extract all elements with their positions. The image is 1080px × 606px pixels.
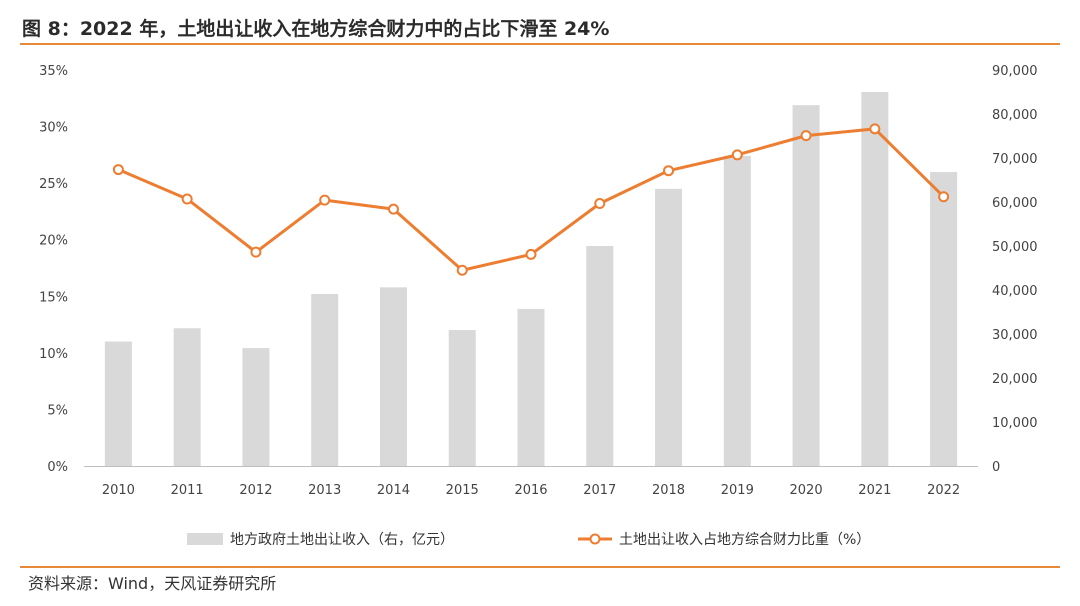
source-divider [20, 566, 1060, 568]
bar-land-revenue [379, 287, 407, 466]
left-axis-tick-label: 0% [47, 460, 68, 475]
bar-land-revenue [586, 246, 614, 466]
x-axis-tick-label: 2014 [377, 483, 410, 498]
line-share-point [319, 194, 331, 206]
line-share-point [250, 246, 262, 258]
right-axis-tick-label: 10,000 [992, 416, 1038, 431]
line-share-point [663, 165, 675, 177]
x-axis-tick-label: 2021 [858, 483, 891, 498]
line-share-point [731, 149, 743, 161]
x-axis-tick-label: 2011 [171, 483, 204, 498]
title-divider [20, 43, 1060, 45]
right-axis-tick-label: 60,000 [992, 196, 1038, 211]
bar-land-revenue [930, 172, 958, 466]
line-share-point [112, 164, 124, 176]
x-axis-tick-label: 2013 [308, 483, 341, 498]
line-share-point [594, 198, 606, 210]
right-axis-tick-label: 20,000 [992, 372, 1038, 387]
right-axis-tick-label: 50,000 [992, 240, 1038, 255]
legend-label-line: 土地出让收入占地方综合财力比重（%） [619, 532, 870, 548]
left-axis-tick-label: 30% [39, 121, 68, 136]
right-axis-tick-label: 70,000 [992, 152, 1038, 167]
x-axis-tick-label: 2020 [790, 483, 823, 498]
bar-land-revenue [242, 348, 270, 466]
line-share-point [869, 123, 881, 135]
source-note: 资料来源：Wind，天风证券研究所 [28, 574, 277, 593]
right-axis-tick-label: 90,000 [992, 64, 1038, 79]
x-axis-tick-label: 2016 [514, 483, 547, 498]
right-axis-tick-label: 80,000 [992, 108, 1038, 123]
left-axis-tick-label: 20% [39, 234, 68, 249]
line-share-point [800, 130, 812, 142]
chart-title: 图 8：2022 年，土地出让收入在地方综合财力中的占比下滑至 24% [22, 18, 610, 40]
bar-land-revenue [448, 330, 476, 466]
right-axis-tick-label: 0 [992, 460, 1000, 475]
x-axis-tick-label: 2019 [721, 483, 754, 498]
line-share-point [181, 193, 193, 205]
legend-label-bar: 地方政府土地出让收入（右，亿元） [230, 532, 454, 548]
bar-land-revenue [655, 188, 683, 467]
bar-land-revenue [792, 105, 820, 466]
left-axis-tick-label: 25% [39, 177, 68, 192]
right-axis-tick-label: 40,000 [992, 284, 1038, 299]
line-share-point [938, 191, 950, 203]
bar-land-revenue [517, 308, 545, 466]
line-share-point [456, 264, 468, 276]
x-axis-tick-label: 2018 [652, 483, 685, 498]
left-axis-tick-label: 15% [39, 290, 68, 305]
left-axis-tick-label: 5% [47, 403, 68, 418]
chart-canvas: 0% 5% 10% 15% 20% 25% 30% 35% 0 10,000 20,000 30,00… [39, 64, 1038, 548]
line-share-point [525, 248, 537, 260]
legend-swatch-bar [187, 533, 223, 545]
right-axis-tick-label: 30,000 [992, 328, 1038, 343]
bar-land-revenue [861, 92, 889, 466]
left-axis-tick-label: 35% [39, 64, 68, 79]
line-share-point [387, 203, 399, 215]
x-axis-tick-label: 2017 [583, 483, 616, 498]
x-axis-tick-label: 2012 [239, 483, 272, 498]
bar-land-revenue [723, 155, 751, 467]
x-axis-tick-label: 2010 [102, 483, 135, 498]
legend-swatch-marker [589, 533, 601, 545]
x-axis-tick-label: 2022 [927, 483, 960, 498]
x-axis-tick-label: 2015 [446, 483, 479, 498]
bar-land-revenue [104, 341, 132, 466]
left-axis-tick-label: 10% [39, 347, 68, 362]
bar-land-revenue [311, 293, 339, 466]
bar-land-revenue [173, 328, 201, 466]
